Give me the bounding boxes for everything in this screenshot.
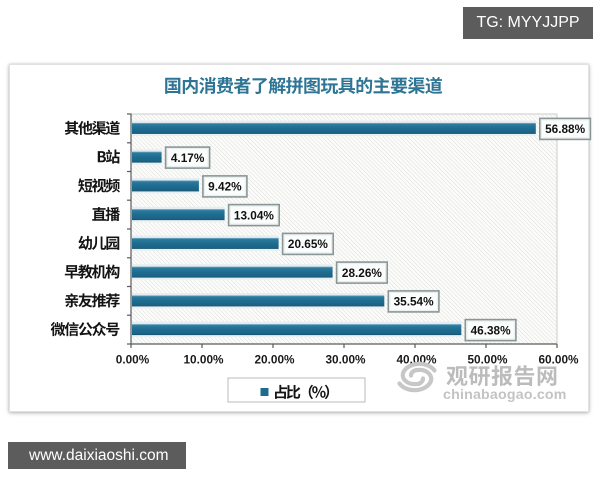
svg-text:4.17%: 4.17%: [171, 151, 205, 165]
svg-text:30.00%: 30.00%: [325, 353, 366, 367]
svg-text:chinabaogao.com: chinabaogao.com: [443, 387, 567, 403]
svg-text:46.38%: 46.38%: [471, 323, 512, 337]
svg-text:60.00%: 60.00%: [538, 353, 579, 367]
svg-text:20.65%: 20.65%: [288, 237, 329, 251]
svg-text:20.00%: 20.00%: [254, 353, 295, 367]
svg-text:50.00%: 50.00%: [467, 353, 508, 367]
svg-text:13.04%: 13.04%: [234, 208, 275, 222]
svg-text:10.00%: 10.00%: [183, 353, 224, 367]
svg-text:28.26%: 28.26%: [342, 266, 383, 280]
svg-text:35.54%: 35.54%: [394, 295, 435, 309]
svg-text:0.00%: 0.00%: [116, 353, 150, 367]
svg-text:9.42%: 9.42%: [208, 180, 242, 194]
svg-text:56.88%: 56.88%: [545, 122, 586, 136]
